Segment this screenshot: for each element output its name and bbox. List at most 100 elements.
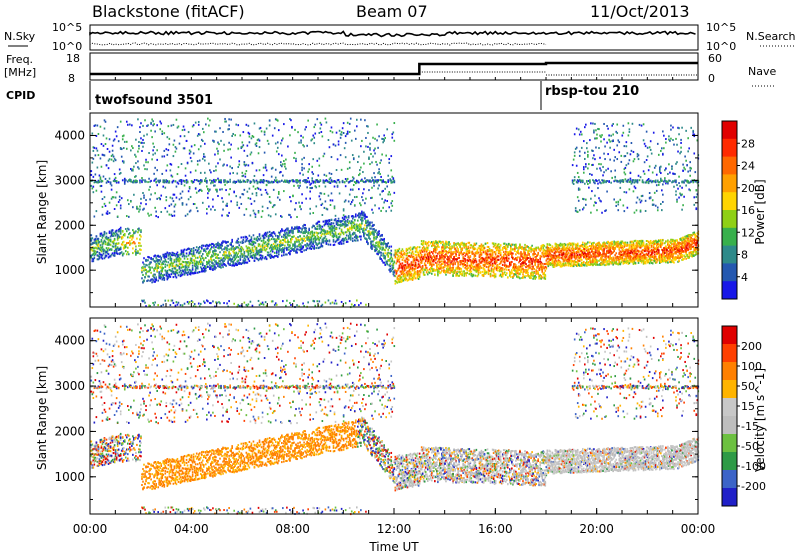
power-cell [299, 205, 301, 208]
power-cell [183, 248, 186, 251]
power-cell [375, 229, 377, 232]
power-cell [306, 180, 308, 183]
power-cell [258, 127, 261, 130]
power-cell [494, 251, 497, 254]
power-cell [175, 271, 178, 274]
power-cell [164, 263, 167, 266]
power-cell [150, 129, 152, 132]
power-cell [157, 265, 159, 268]
power-cell [171, 262, 174, 265]
power-cell [240, 236, 243, 239]
power-cell [365, 228, 367, 231]
power-cell [230, 248, 232, 251]
power-cell [165, 274, 168, 277]
power-cell [150, 193, 152, 196]
power-cell [329, 243, 332, 246]
power-cell [154, 130, 156, 133]
power-cell [194, 256, 197, 259]
power-cell [457, 261, 459, 264]
power-cell [219, 260, 221, 263]
power-cell [298, 305, 300, 308]
power-cell [169, 275, 172, 278]
power-cell [469, 246, 472, 249]
power-cell [113, 173, 116, 176]
power-cell [144, 168, 146, 171]
power-cell [280, 230, 282, 233]
power-cell [169, 263, 172, 266]
power-cell [338, 129, 341, 132]
power-cell [414, 272, 417, 275]
power-cell [100, 239, 103, 242]
power-cell [402, 256, 405, 259]
power-cell [129, 232, 131, 235]
power-cell [232, 245, 234, 248]
power-cell [274, 168, 277, 171]
power-cell [239, 196, 242, 199]
cpid-label: CPID [6, 89, 35, 102]
power-cell [90, 237, 93, 240]
power-cell [114, 180, 117, 183]
power-cell [454, 247, 456, 250]
power-cell [201, 139, 204, 142]
power-cell [468, 249, 471, 252]
power-cell [274, 176, 277, 179]
power-cell [99, 185, 102, 188]
power-cell [313, 142, 316, 145]
power-cell [185, 255, 188, 258]
power-cell [213, 252, 215, 255]
power-cell [209, 119, 211, 122]
power-cell [277, 237, 280, 240]
power-cell [169, 162, 172, 165]
power-cell [259, 248, 262, 251]
power-cell [156, 149, 158, 152]
power-cell [227, 214, 229, 217]
power-cell [330, 228, 333, 231]
power-cell [153, 123, 155, 126]
power-cell [201, 262, 204, 265]
power-cell [233, 264, 235, 267]
power-cell [166, 270, 169, 273]
power-cell [226, 164, 228, 167]
power-cell [187, 302, 190, 305]
power-cell [238, 248, 241, 251]
power-cell [333, 180, 336, 183]
power-cell [187, 247, 190, 250]
power-cell [181, 264, 184, 267]
power-cell [466, 261, 469, 264]
power-cell [96, 181, 99, 184]
power-cell [153, 273, 155, 276]
power-cell [414, 261, 417, 264]
power-cell [126, 227, 129, 230]
power-cell [179, 304, 182, 307]
power-cell [156, 254, 158, 257]
power-cell [196, 250, 199, 253]
power-cell [485, 265, 488, 268]
power-cell [144, 301, 146, 304]
power-cell [293, 248, 295, 251]
power-cell [378, 232, 380, 235]
power-cell [228, 141, 230, 144]
power-cell [141, 277, 143, 280]
power-cell [233, 302, 235, 305]
power-cell [227, 240, 229, 243]
power-cell [319, 179, 322, 182]
power-cell [344, 185, 347, 188]
power-cell [233, 247, 235, 250]
power-cell [319, 237, 322, 240]
power-cell [186, 271, 189, 274]
power-cell [424, 264, 427, 267]
power-cell [135, 251, 137, 254]
power-cell [225, 247, 227, 250]
power-cell [214, 260, 216, 263]
power-cell [209, 249, 211, 252]
power-cell [270, 256, 273, 259]
power-cell [106, 242, 109, 245]
power-cell [249, 239, 252, 242]
power-cell [226, 241, 228, 244]
power-cell [352, 226, 355, 229]
power-cell [348, 227, 351, 230]
power-cell [280, 249, 282, 252]
power-cell [190, 300, 193, 303]
power-cell [190, 145, 193, 148]
power-cell [291, 227, 293, 230]
